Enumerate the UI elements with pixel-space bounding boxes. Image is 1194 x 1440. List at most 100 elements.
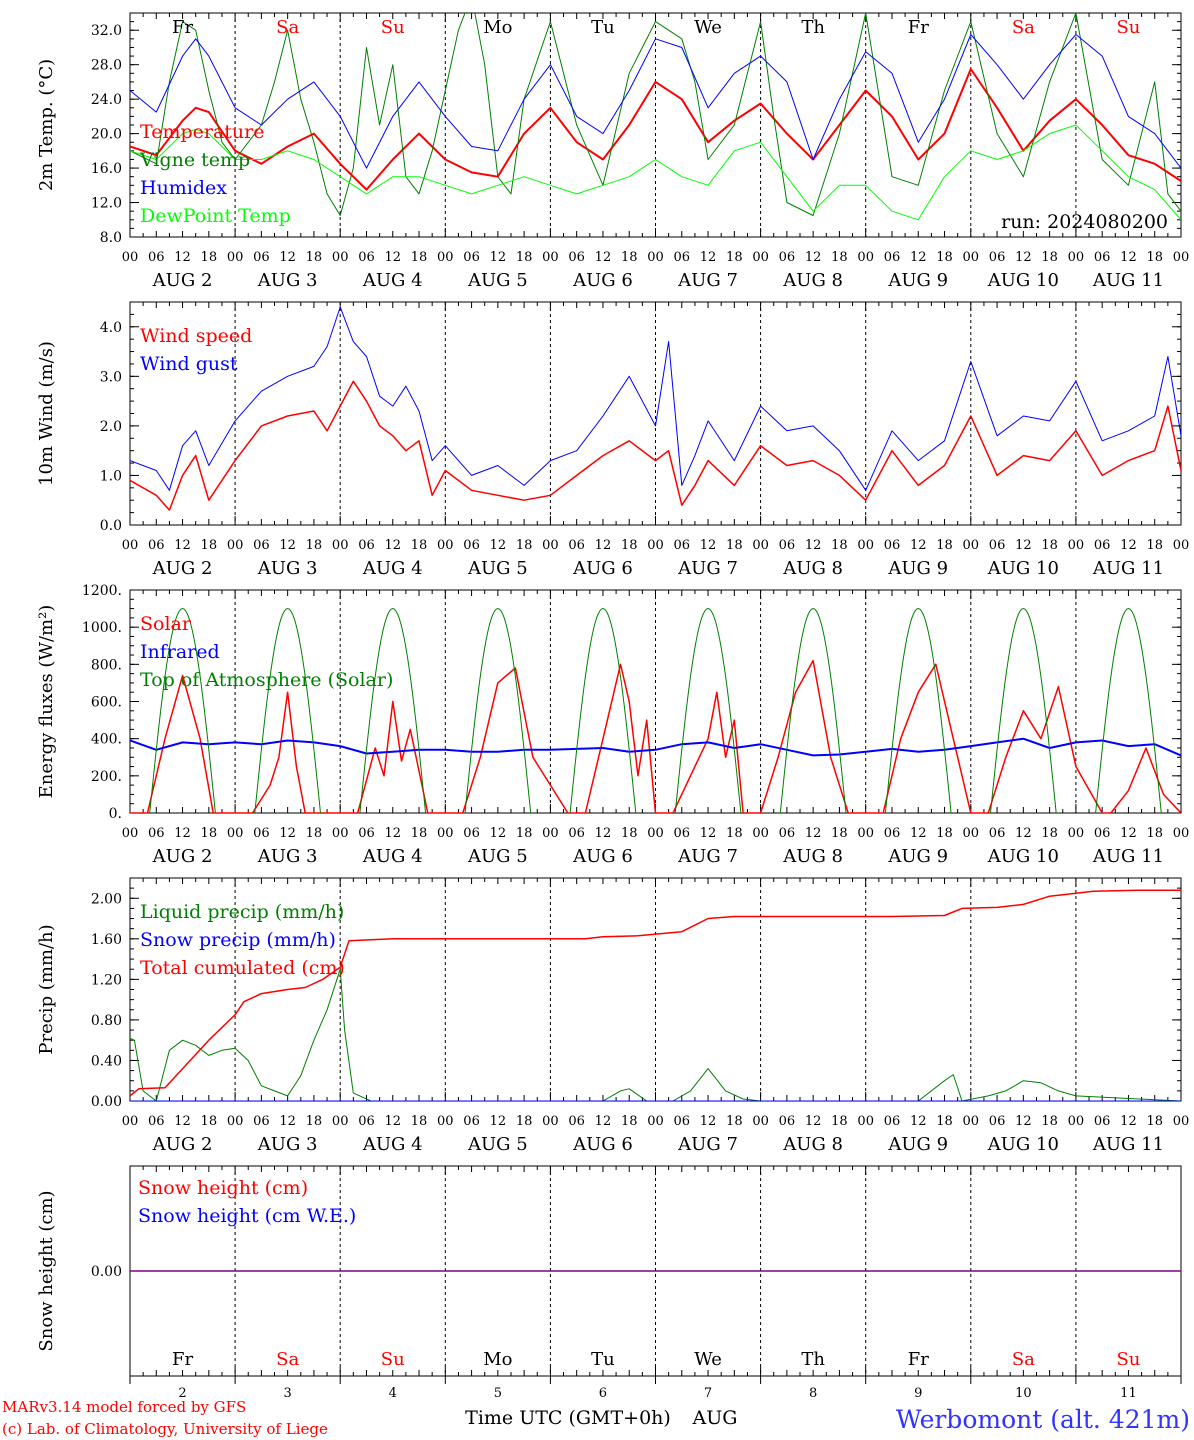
x-hour-label: 12 — [1015, 1114, 1032, 1129]
day-number-label: 10 — [1015, 1386, 1032, 1401]
day-number-label: 8 — [809, 1386, 817, 1401]
weekday-label: We — [694, 1349, 722, 1370]
series-group — [130, 889, 1181, 1101]
x-date-label: AUG 11 — [1092, 1134, 1164, 1155]
x-hour-label: 00 — [752, 538, 769, 553]
x-hour-label: 18 — [201, 1114, 218, 1129]
x-hour-label: 06 — [674, 1114, 691, 1129]
x-hour-label: 12 — [279, 826, 296, 841]
x-date-label: AUG 11 — [1092, 846, 1164, 867]
series-line-3 — [130, 34, 1181, 169]
legend-entry: Top of Atmosphere (Solar) — [140, 669, 393, 691]
y-tick-label: 16.0 — [91, 161, 122, 177]
x-hour-label: 06 — [463, 538, 480, 553]
y-axis-label: Precip (mm/h) — [36, 924, 57, 1054]
legend-entry: Snow height (cm) — [138, 1177, 308, 1199]
x-hour-label: 00 — [1173, 1114, 1190, 1129]
x-hour-label: 06 — [358, 826, 375, 841]
x-hour-label: 12 — [595, 1114, 612, 1129]
x-hour-label: 18 — [1041, 250, 1058, 265]
x-date-label: AUG 4 — [362, 558, 423, 579]
x-hour-label: 12 — [1120, 826, 1137, 841]
x-date-label: AUG 6 — [572, 1134, 633, 1155]
plot-frame — [129, 301, 1182, 526]
x-date-label: AUG 6 — [572, 270, 633, 291]
series-line-2 — [130, 306, 1181, 491]
legend-entry: Snow height (cm W.E.) — [138, 1205, 356, 1227]
y-tick-label: 3.0 — [100, 369, 122, 385]
x-hour-label: 00 — [1068, 826, 1085, 841]
footer: MARv3.14 model forced by GFS (c) Lab. of … — [2, 1398, 1190, 1438]
x-hour-label: 12 — [910, 538, 927, 553]
x-date-label: AUG 4 — [362, 846, 423, 867]
x-hour-label: 12 — [700, 826, 717, 841]
series-line-4 — [130, 124, 1181, 221]
x-hour-label: 06 — [779, 1114, 796, 1129]
x-hour-label: 12 — [700, 538, 717, 553]
x-hour-label: 00 — [1068, 1114, 1085, 1129]
y-tick-label: 1200. — [82, 583, 122, 599]
x-hour-label: 00 — [752, 826, 769, 841]
x-hour-label: 06 — [884, 1114, 901, 1129]
x-hour-label: 00 — [227, 538, 244, 553]
y-tick-label: 1000. — [82, 620, 122, 636]
run-annotation: run: 2024080200 — [1001, 211, 1168, 233]
x-hour-label: 12 — [910, 826, 927, 841]
series-line-3-day-10 — [1095, 608, 1162, 813]
x-hour-label: 18 — [411, 826, 428, 841]
x-hour-label: 00 — [752, 250, 769, 265]
x-hour-label: 06 — [779, 538, 796, 553]
x-hour-label: 18 — [516, 250, 533, 265]
x-hour-label: 12 — [805, 826, 822, 841]
x-date-label: AUG 4 — [362, 270, 423, 291]
x-hour-label: 06 — [463, 1114, 480, 1129]
x-hour-label: 18 — [306, 538, 323, 553]
x-hour-label: 12 — [595, 250, 612, 265]
x-hour-label: 12 — [1120, 538, 1137, 553]
weekday-label: Sa — [1012, 17, 1035, 38]
x-hour-label: 12 — [174, 1114, 191, 1129]
x-hour-label: 00 — [122, 250, 139, 265]
series-line-3-day-2 — [254, 608, 321, 813]
legend-entry: Vigne temp — [139, 149, 250, 171]
x-hour-label: 12 — [595, 538, 612, 553]
x-date-label: AUG 9 — [887, 558, 948, 579]
x-hour-label: 06 — [568, 826, 585, 841]
series-line-3 — [130, 889, 1181, 1097]
weekday-label: Fr — [172, 17, 193, 38]
weekday-label: Sa — [276, 1349, 299, 1370]
legend-entry: Humidex — [140, 177, 227, 199]
series-line-3-day-7 — [779, 608, 847, 813]
copyright-credit: (c) Lab. of Climatology, University of L… — [2, 1420, 328, 1438]
y-tick-label: 24.0 — [91, 92, 122, 108]
x-hour-label: 12 — [1120, 250, 1137, 265]
legend-entry: Infrared — [140, 641, 220, 663]
x-hour-label: 12 — [490, 826, 507, 841]
x-hour-label: 18 — [1041, 826, 1058, 841]
x-hour-label: 00 — [1173, 538, 1190, 553]
weekday-label: Su — [1116, 1349, 1140, 1370]
x-hour-label: 00 — [227, 1114, 244, 1129]
weekday-label: Fr — [172, 1349, 193, 1370]
x-hour-label: 12 — [805, 250, 822, 265]
x-hour-label: 06 — [463, 826, 480, 841]
x-hour-label: 12 — [595, 826, 612, 841]
x-hour-label: 00 — [542, 826, 559, 841]
x-hour-label: 00 — [122, 538, 139, 553]
y-tick-label: 20.0 — [91, 127, 122, 143]
x-hour-label: 18 — [411, 538, 428, 553]
x-hour-label: 00 — [857, 826, 874, 841]
y-tick-label: 0.40 — [91, 1053, 122, 1069]
y-tick-label: 12.0 — [91, 196, 122, 212]
x-date-label: AUG 8 — [782, 1134, 843, 1155]
x-hour-label: 12 — [700, 250, 717, 265]
x-hour-label: 18 — [411, 1114, 428, 1129]
x-date-label: AUG 5 — [467, 846, 528, 867]
x-hour-label: 00 — [437, 250, 454, 265]
x-hour-label: 06 — [884, 538, 901, 553]
x-hour-label: 12 — [384, 538, 401, 553]
y-tick-label: 2.0 — [100, 419, 122, 435]
x-hour-label: 06 — [253, 250, 270, 265]
x-hour-label: 06 — [674, 538, 691, 553]
y-axis-label: 10m Wind (m/s) — [36, 341, 57, 486]
